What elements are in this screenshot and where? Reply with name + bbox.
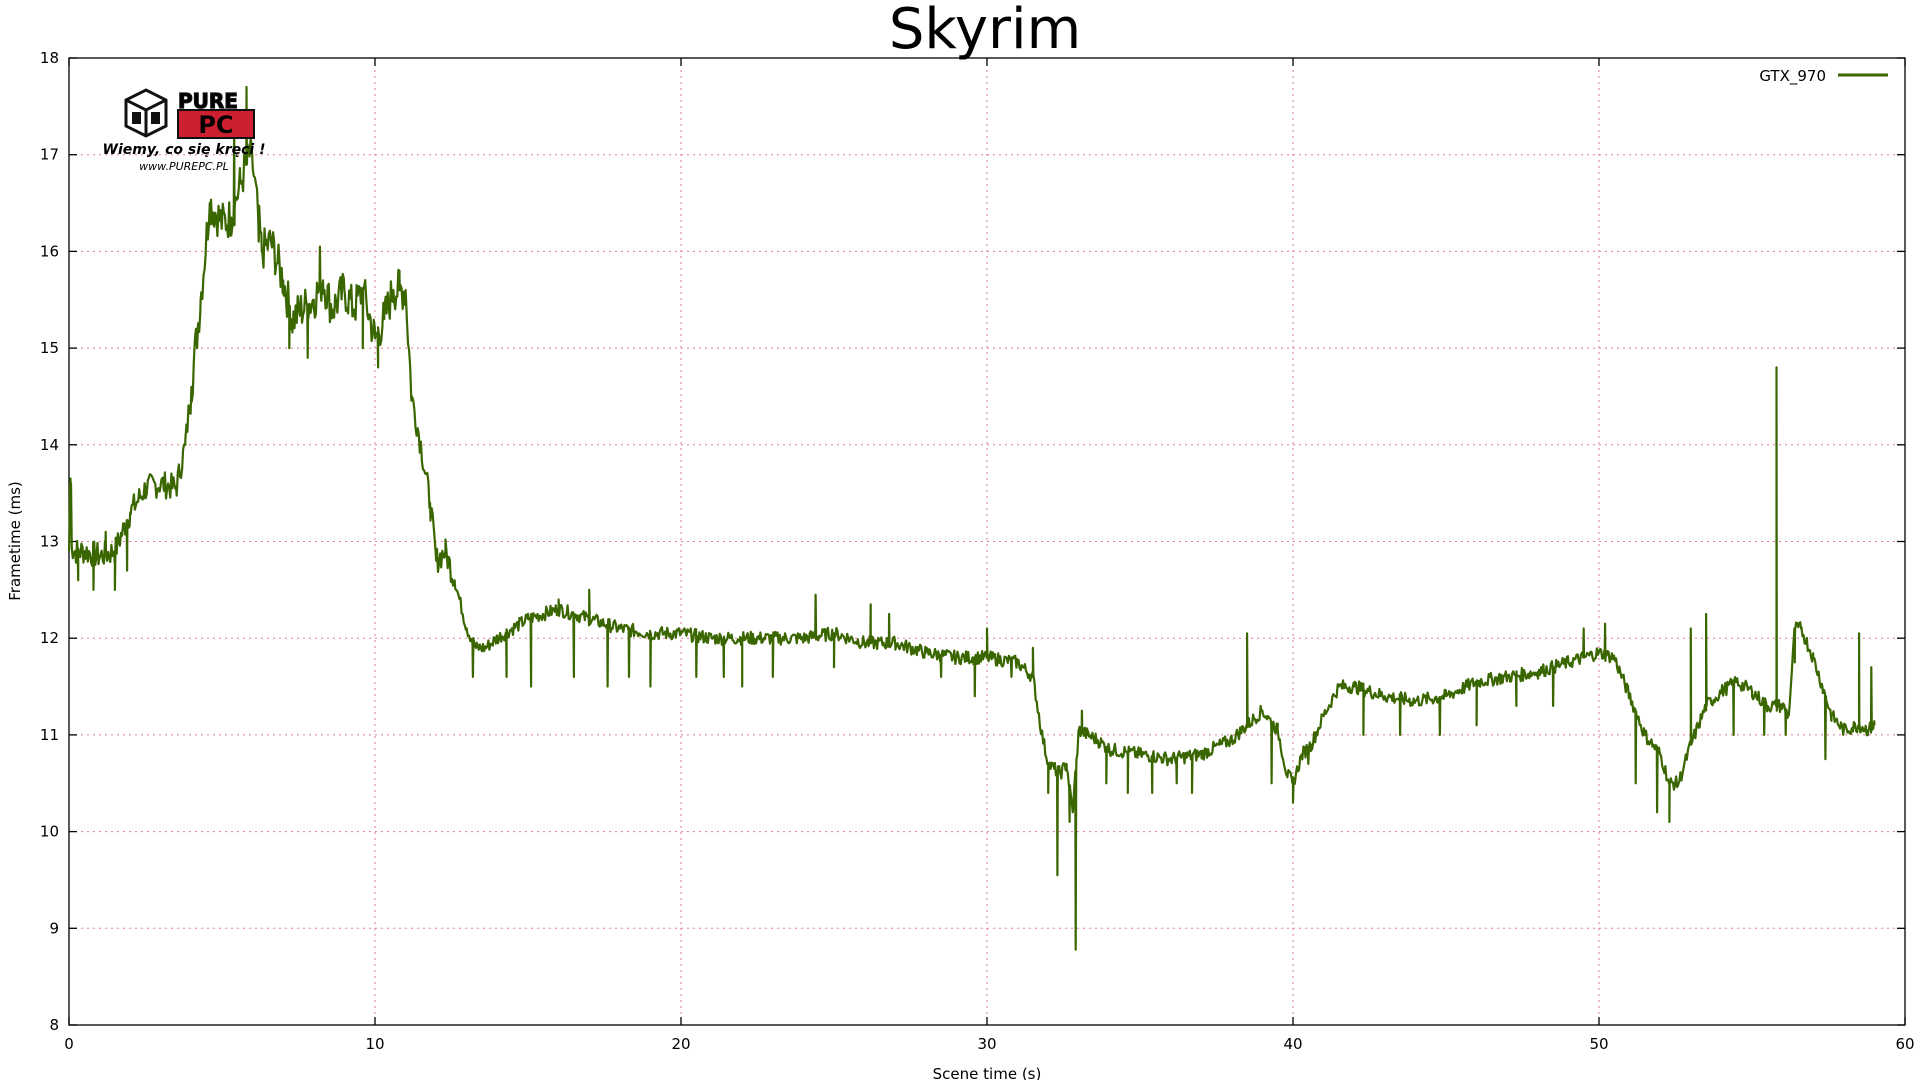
y-tick-labels: 8 9 10 11 12 13 14 15 16 17 18 [40, 49, 59, 1034]
x-tick-label: 50 [1589, 1035, 1608, 1053]
logo-pc-box [177, 109, 255, 139]
y-axis-label: Frametime (ms) [6, 481, 24, 601]
logo-tagline: Wiemy, co się kręci ! [103, 142, 266, 158]
y-tick-label: 9 [49, 919, 59, 937]
y-tick-label: 10 [40, 823, 59, 841]
series-group [67, 85, 1876, 951]
legend-label-gtx-970: GTX_970 [1759, 67, 1826, 86]
logo-text-pc: PC [198, 111, 233, 139]
logo-url: www.PUREPC.PL [139, 160, 229, 173]
gridlines [69, 58, 1905, 1025]
y-tick-label: 17 [40, 146, 59, 164]
y-tick-label: 16 [40, 242, 59, 260]
axis-ticks [68, 57, 1906, 1026]
y-tick-label: 11 [40, 726, 59, 744]
legend: GTX_970 [1759, 67, 1888, 86]
x-axis-label: Scene time (s) [933, 1065, 1042, 1080]
x-tick-label: 10 [365, 1035, 384, 1053]
x-tick-label: 40 [1283, 1035, 1302, 1053]
y-tick-label: 13 [40, 533, 59, 551]
y-tick-label: 12 [40, 629, 59, 647]
purepc-logo: PURE PC Wiemy, co się kręci ! www.PUREPC… [103, 88, 266, 173]
chart-title: Skyrim [889, 0, 1081, 62]
logo-cube-icon [124, 88, 168, 138]
x-tick-label: 0 [64, 1035, 74, 1053]
series-line-gtx-970 [67, 85, 1876, 951]
x-tick-labels: 0 10 20 30 40 50 60 [64, 1035, 1914, 1053]
x-tick-label: 60 [1895, 1035, 1914, 1053]
y-tick-label: 14 [40, 436, 59, 454]
x-tick-label: 30 [977, 1035, 996, 1053]
x-tick-label: 20 [671, 1035, 690, 1053]
y-tick-label: 8 [49, 1016, 59, 1034]
y-tick-label: 15 [40, 339, 59, 357]
y-tick-label: 18 [40, 49, 59, 67]
